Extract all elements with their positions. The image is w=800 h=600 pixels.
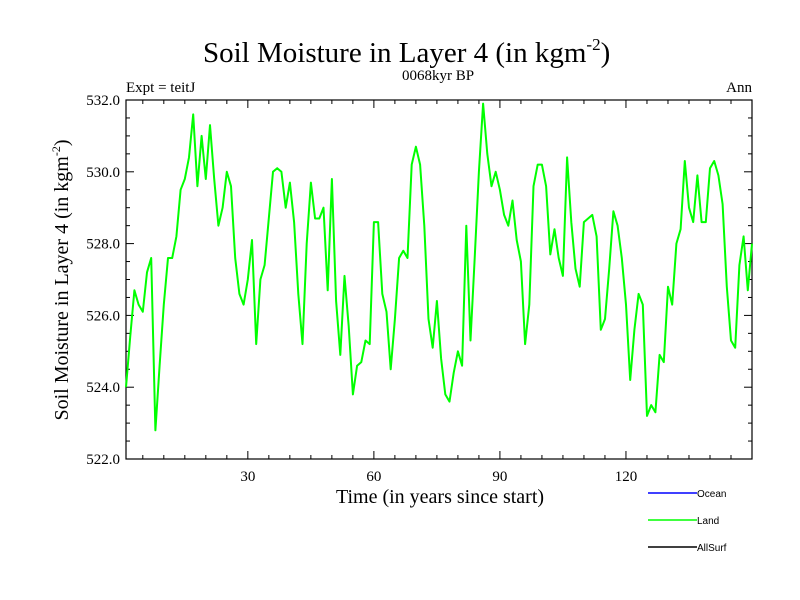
y-tick-label: 532.0 — [86, 93, 120, 109]
legend-label-allsurf: AllSurf — [697, 543, 727, 554]
y-tick-label: 524.0 — [86, 380, 120, 396]
season-label: Ann — [726, 80, 752, 96]
x-axis-label: Time (in years since start) — [336, 486, 544, 508]
series-line-land — [125, 102, 753, 432]
x-tick-label: 60 — [366, 469, 381, 485]
x-tick-label: 120 — [615, 469, 638, 485]
x-tick-label: 90 — [492, 469, 507, 485]
y-tick-label: 526.0 — [86, 308, 120, 324]
y-tick-label: 528.0 — [86, 237, 120, 253]
experiment-label: Expt = teitJ — [126, 80, 195, 96]
y-axis-label: Soil Moisture in Layer 4 (in kgm-2) — [49, 139, 73, 420]
legend-label-land: Land — [697, 516, 719, 527]
y-tick-label: 530.0 — [86, 165, 120, 181]
legend-label-ocean: Ocean — [697, 489, 726, 500]
plot-frame — [125, 99, 753, 460]
x-tick-label: 30 — [240, 469, 255, 485]
y-tick-label: 522.0 — [86, 452, 120, 468]
chart-title: Soil Moisture in Layer 4 (in kgm-2) — [203, 35, 610, 69]
chart-subtitle: 0068kyr BP — [402, 68, 474, 84]
